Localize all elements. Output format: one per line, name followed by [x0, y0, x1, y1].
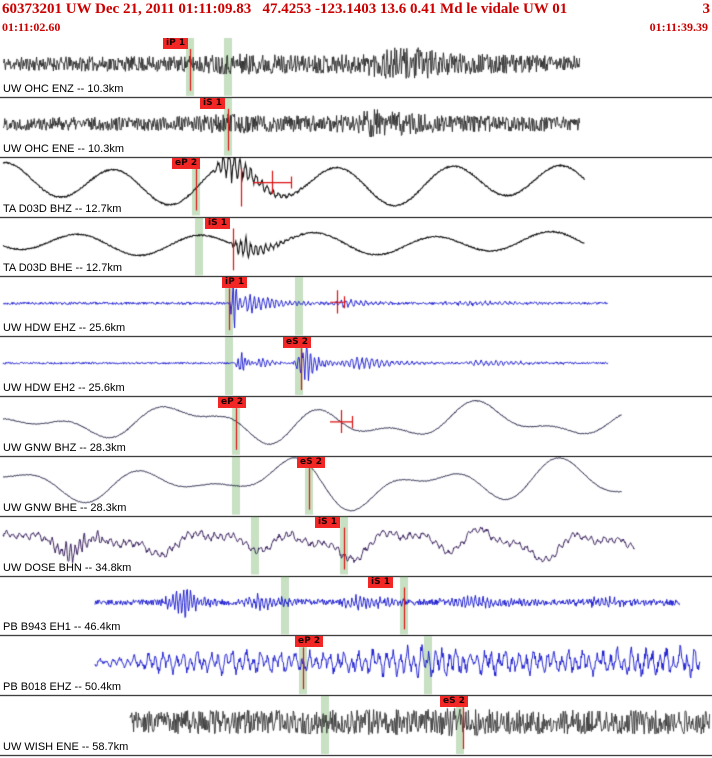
trace-label: PB B018 EHZ -- 50.4km: [3, 681, 121, 694]
phase-pick-flag[interactable]: iS 1: [368, 576, 393, 588]
phase-pick-flag[interactable]: iS 1: [200, 97, 225, 109]
trace-label: UW OHC ENZ -- 10.3km: [3, 82, 124, 95]
trace-label: UW WISH ENE -- 58.7km: [3, 741, 129, 753]
event-title: 60373201 UW Dec 21, 2011 01:11:09.83 47.…: [2, 1, 568, 17]
trace-label: UW DOSE BHN -- 34.8km: [3, 561, 132, 574]
window-end-time: 01:11:39.39: [649, 20, 708, 34]
phase-pick-flag[interactable]: iS 1: [205, 217, 230, 229]
trace-label: UW GNW BHE -- 28.3km: [3, 501, 127, 514]
trace-label: TA D03D BHE -- 12.7km: [3, 262, 122, 275]
trace-label: PB B943 EH1 -- 46.4km: [3, 621, 121, 634]
trace-label: UW HDW EHZ -- 25.6km: [3, 322, 126, 335]
phase-pick-flag[interactable]: eP 2: [295, 636, 324, 648]
phase-pick-flag[interactable]: eS 2: [297, 456, 325, 468]
trace-label: TA D03D BHZ -- 12.7km: [3, 202, 122, 215]
phase-pick-flag[interactable]: iP 1: [222, 277, 248, 289]
time-window-bar: 01:11:02.60 01:11:39.39: [2, 20, 708, 35]
trace-label: UW HDW EH2 -- 25.6km: [3, 382, 125, 394]
trace-label: UW OHC ENE -- 10.3km: [3, 142, 125, 155]
trace-label: UW GNW BHZ -- 28.3km: [3, 441, 126, 454]
window-start-time: 01:11:02.60: [2, 20, 61, 34]
phase-pick-flag[interactable]: eS 2: [283, 337, 311, 349]
phase-pick-flag[interactable]: eS 2: [440, 696, 468, 708]
phase-pick-flag[interactable]: iS 1: [315, 516, 340, 528]
phase-pick-flag[interactable]: iP 1: [163, 38, 189, 49]
event-flag: 3: [702, 1, 711, 17]
event-header: 60373201 UW Dec 21, 2011 01:11:09.83 47.…: [2, 1, 710, 18]
phase-pick-flag[interactable]: eP 2: [218, 397, 247, 408]
phase-pick-flag[interactable]: eP 2: [172, 157, 201, 169]
